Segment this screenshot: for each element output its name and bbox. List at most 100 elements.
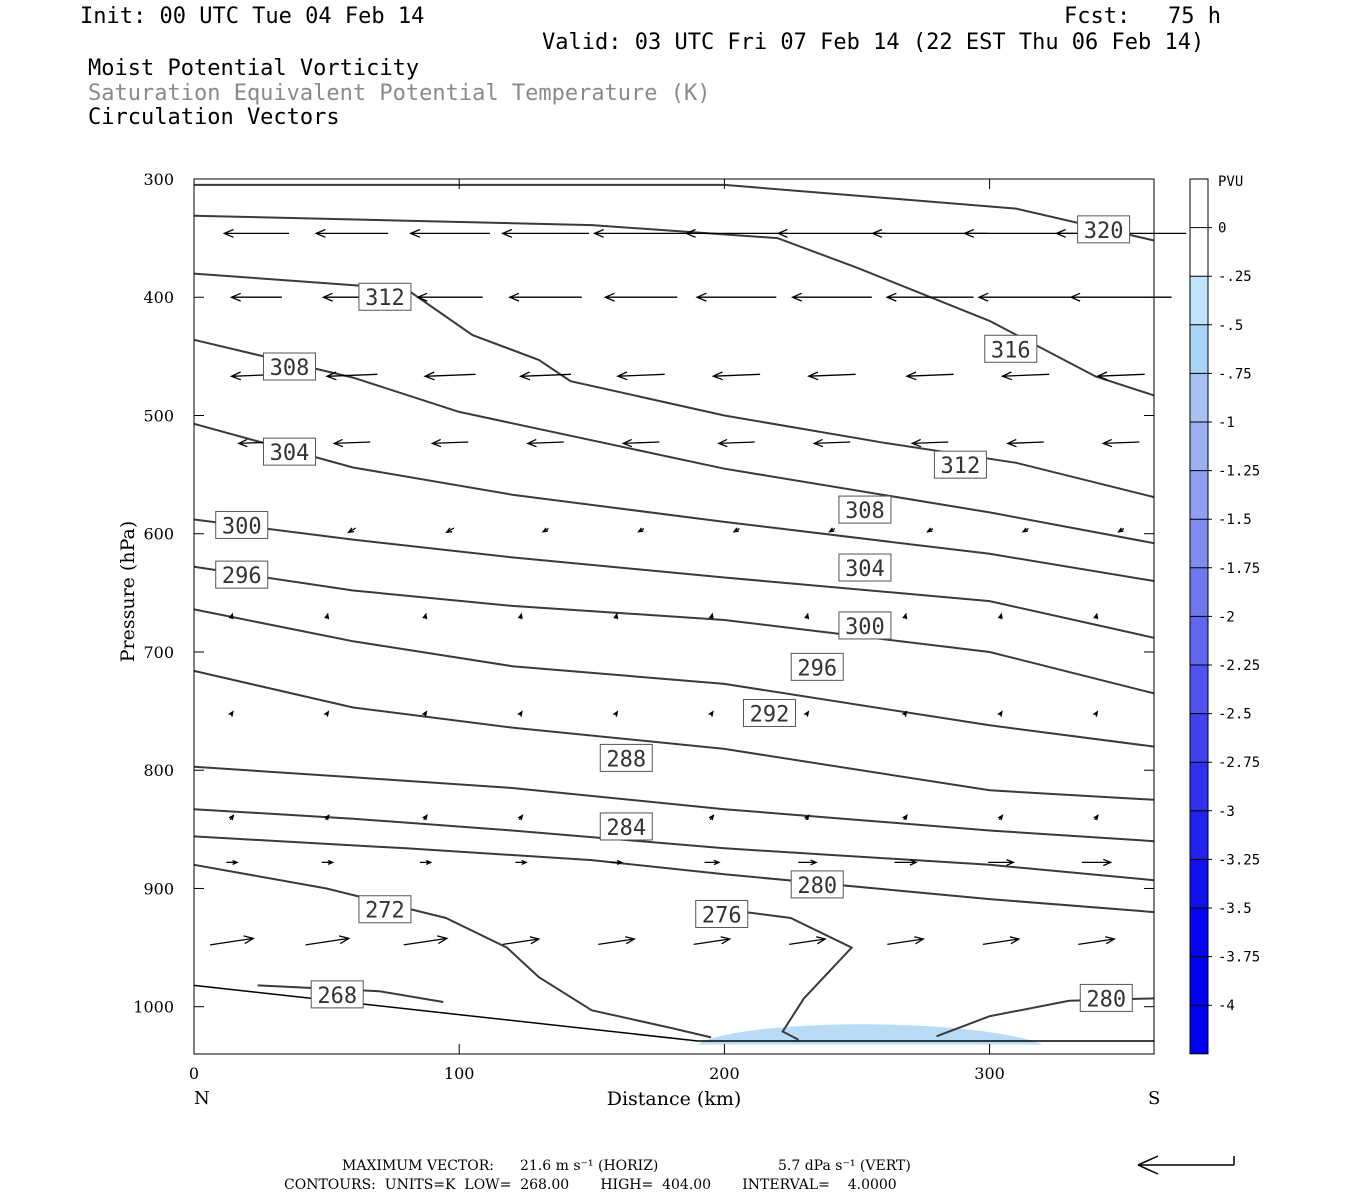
circulation-vector bbox=[804, 814, 810, 821]
circulation-vector bbox=[403, 935, 449, 946]
contour-label: 284 bbox=[606, 816, 646, 841]
circulation-vector bbox=[422, 612, 428, 620]
circulation-vector bbox=[1092, 710, 1099, 717]
init-time: Init: 00 UTC Tue 04 Feb 14 bbox=[80, 4, 425, 29]
circulation-vector bbox=[321, 859, 335, 865]
contour-info: CONTOURS: UNITS=K LOW= 268.00 HIGH= 404.… bbox=[284, 1177, 897, 1193]
ground-line bbox=[193, 984, 698, 1042]
circulation-vector bbox=[789, 936, 827, 946]
x-tick-label: 100 bbox=[444, 1064, 475, 1083]
circulation-vector bbox=[1006, 438, 1044, 448]
contour-line-276b bbox=[708, 906, 854, 1041]
circulation-vector bbox=[1069, 292, 1172, 302]
contour-label: 296 bbox=[222, 564, 262, 589]
colorbar-label: -1 bbox=[1218, 415, 1235, 431]
circulation-vector bbox=[711, 371, 761, 381]
circulation-vector bbox=[704, 859, 721, 866]
contour-label-box bbox=[599, 812, 653, 841]
circulation-vector bbox=[621, 438, 660, 448]
colorbar-label: -.25 bbox=[1218, 269, 1252, 285]
circulation-vector bbox=[997, 710, 1003, 717]
contour-label: 296 bbox=[797, 656, 837, 681]
contour-line-320 bbox=[194, 183, 1155, 242]
circulation-vector bbox=[997, 612, 1003, 620]
colorbar-swatch bbox=[1190, 616, 1208, 665]
contour-label: 276 bbox=[702, 903, 742, 928]
colorbar-swatch bbox=[1190, 1005, 1208, 1054]
circulation-vector bbox=[901, 710, 908, 717]
circulation-vector bbox=[902, 814, 908, 821]
contour-label-box bbox=[984, 334, 1038, 363]
colorbar-swatch bbox=[1190, 859, 1208, 908]
y-tick-label: 1000 bbox=[133, 998, 174, 1017]
contour-line-296 bbox=[193, 565, 1155, 695]
circulation-vector bbox=[1117, 527, 1125, 533]
colorbar-swatch bbox=[1190, 713, 1208, 763]
contour-line-284 bbox=[193, 765, 1155, 843]
plot-frame bbox=[193, 178, 1155, 1055]
field-title-thetae: Saturation Equivalent Potential Temperat… bbox=[88, 81, 711, 106]
circulation-vector bbox=[988, 858, 1016, 866]
circulation-vector bbox=[902, 612, 908, 620]
colorbar-label: -1.5 bbox=[1218, 512, 1252, 528]
forecast-label: Fcst: bbox=[1064, 4, 1131, 29]
colorbar-swatch bbox=[1190, 276, 1208, 325]
circulation-vector bbox=[693, 936, 732, 946]
colorbar-label: -3.75 bbox=[1218, 950, 1260, 966]
contour-label-box bbox=[742, 698, 796, 727]
circulation-vector bbox=[314, 228, 389, 238]
circulation-vector bbox=[323, 710, 330, 717]
y-axis-label: Pressure (hPa) bbox=[117, 521, 139, 663]
contour-label-layer: 320 316 312 312 308 308 304 304 300 300 296 296 292 2… bbox=[215, 215, 1133, 1012]
circulation-vector bbox=[803, 710, 810, 717]
colorbar-swatch bbox=[1190, 567, 1208, 617]
contour-label: 272 bbox=[365, 899, 405, 924]
x-tick-label: 200 bbox=[709, 1064, 740, 1083]
contour-label: 316 bbox=[991, 338, 1031, 363]
contour-label: 288 bbox=[606, 747, 646, 772]
contour-layer bbox=[193, 183, 1155, 1042]
circulation-vector bbox=[226, 859, 239, 865]
circulation-vector bbox=[828, 527, 836, 533]
colorbar-swatch bbox=[1190, 908, 1208, 957]
circulation-vector bbox=[613, 612, 619, 620]
circulation-vector bbox=[612, 710, 619, 717]
colorbar-swatch bbox=[1190, 179, 1208, 228]
circulation-vector bbox=[332, 438, 371, 448]
contour-label: 268 bbox=[317, 984, 357, 1009]
max-vector-label: MAXIMUM VECTOR: bbox=[342, 1158, 494, 1174]
circulation-vector bbox=[717, 438, 755, 448]
contour-label: 280 bbox=[797, 874, 837, 899]
circulation-vector bbox=[518, 371, 572, 381]
circulation-vector bbox=[1081, 858, 1113, 867]
colorbar-swatch bbox=[1190, 422, 1208, 471]
circulation-vector bbox=[1096, 371, 1145, 381]
contour-label-box bbox=[838, 611, 892, 640]
circulation-vector bbox=[210, 935, 255, 946]
field-title-mpv: Moist Potential Vorticity bbox=[88, 56, 420, 81]
contour-line-304 bbox=[193, 422, 1155, 582]
circulation-vector bbox=[695, 292, 777, 302]
circulation-vector bbox=[500, 228, 589, 238]
contour-line-308 bbox=[193, 338, 1155, 545]
y-tick-label: 900 bbox=[143, 879, 174, 898]
circulation-vector bbox=[708, 710, 714, 717]
circulation-vector bbox=[1000, 371, 1050, 381]
circulation-vector bbox=[541, 527, 549, 533]
colorbar-swatch bbox=[1190, 324, 1208, 374]
max-vector-horiz: 21.6 m s⁻¹ (HORIZ) bbox=[520, 1158, 659, 1174]
contour-line-272 bbox=[193, 863, 712, 1039]
circulation-vector bbox=[798, 859, 818, 866]
contour-line-288 bbox=[193, 669, 1155, 801]
colorbar-label: -3.25 bbox=[1218, 852, 1260, 868]
y-tick-label: 500 bbox=[143, 406, 174, 425]
colorbar-swatch bbox=[1190, 470, 1208, 520]
y-tick-label: 800 bbox=[143, 761, 174, 780]
circulation-vector bbox=[776, 228, 887, 238]
circulation-vector bbox=[517, 710, 523, 717]
x-tick-label: 300 bbox=[974, 1064, 1005, 1083]
x-end-label-south: S bbox=[1148, 1088, 1160, 1109]
contour-line-300 bbox=[193, 518, 1155, 639]
circulation-vector bbox=[997, 814, 1004, 821]
circulation-vector bbox=[228, 814, 235, 821]
